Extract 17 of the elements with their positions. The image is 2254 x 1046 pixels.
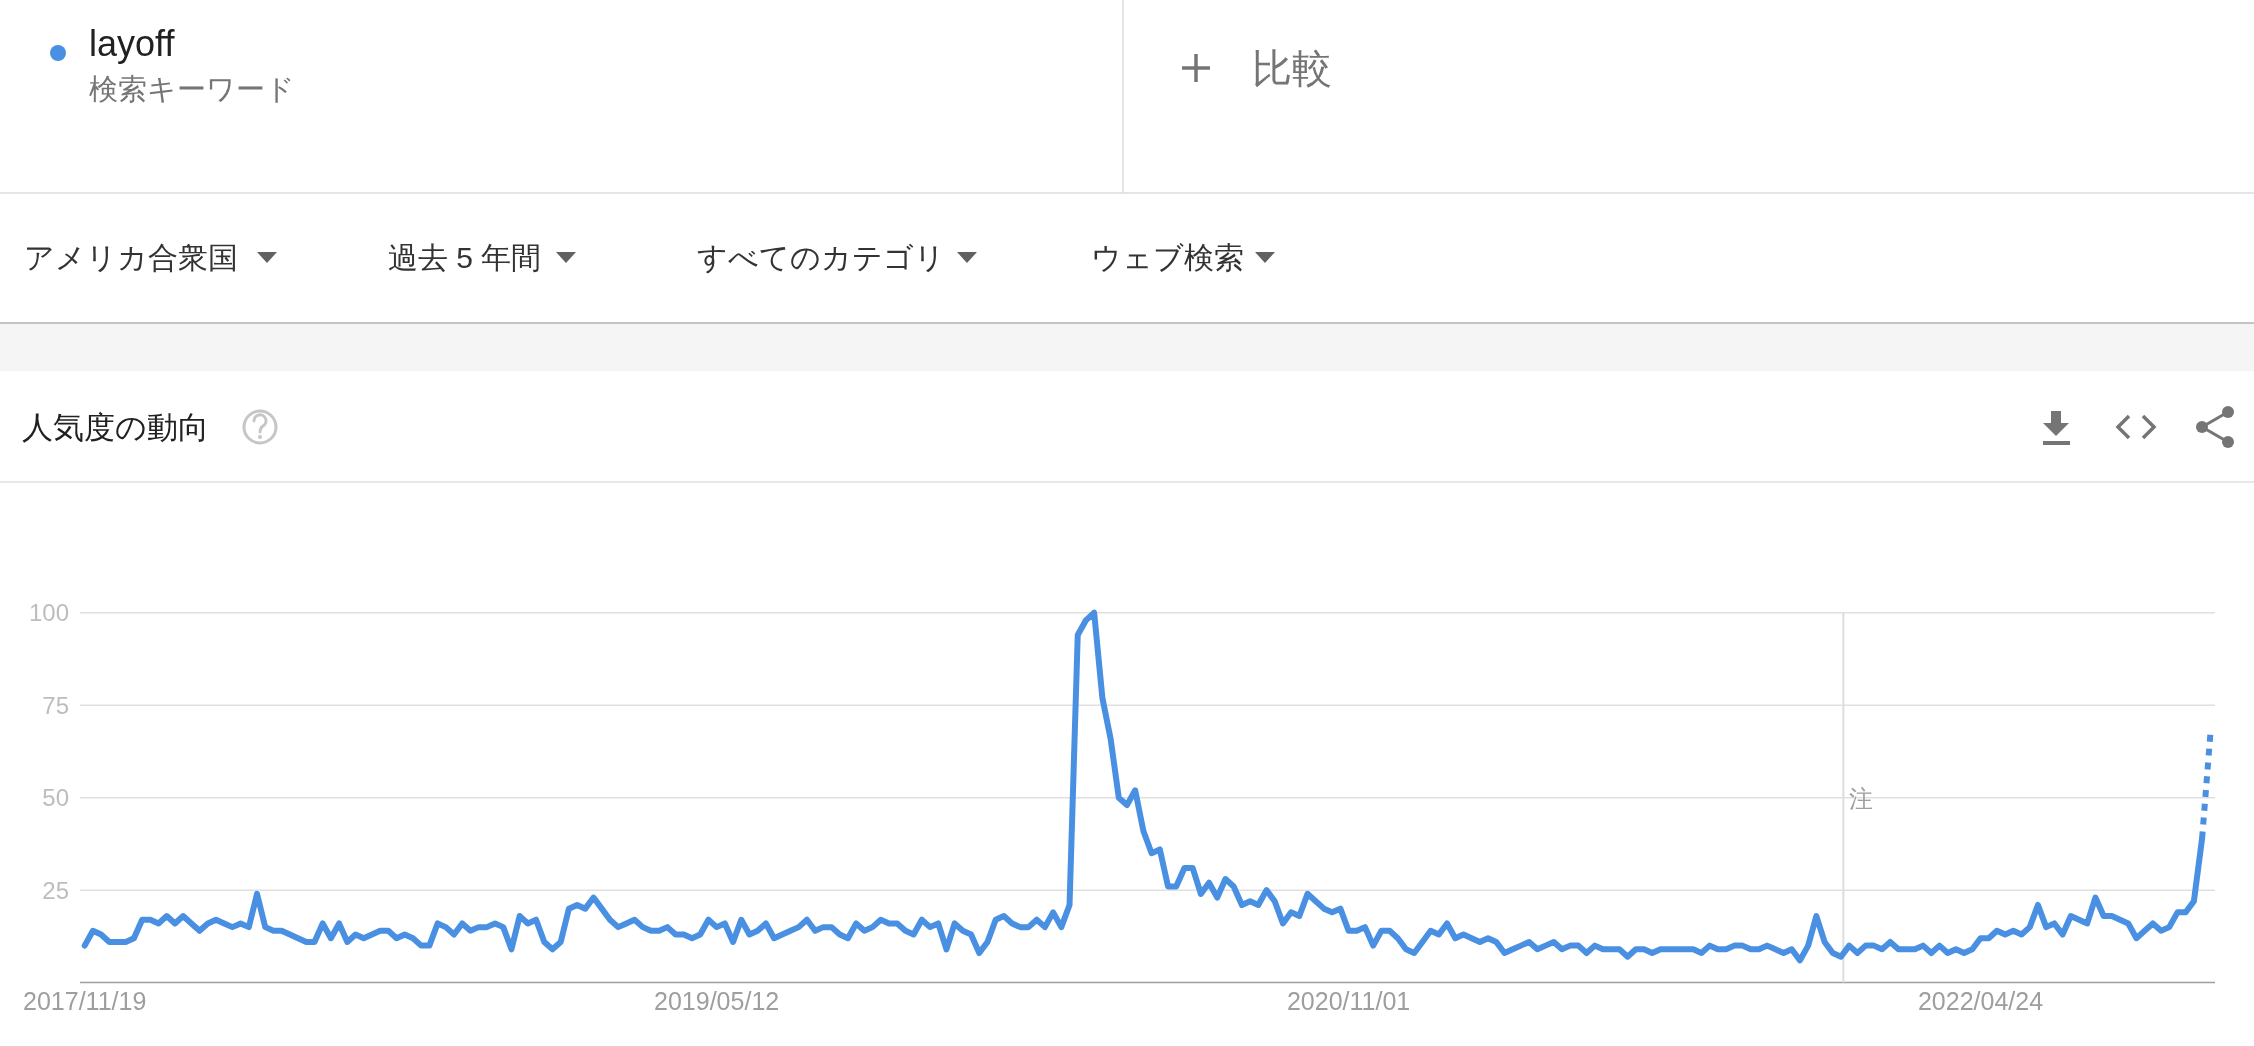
text: アメリカ合衆国 bbox=[24, 240, 238, 274]
text: ウェブ検索 bbox=[1091, 240, 1244, 274]
text: すべてのカテゴリ bbox=[697, 240, 945, 274]
x-tick-label: 2020/11/01 bbox=[1286, 986, 1411, 1015]
x-tick-label: 2017/11/19 bbox=[23, 986, 147, 1015]
x-tick-label: 2022/04/24 bbox=[1917, 986, 2044, 1015]
text: 検索キーワード bbox=[89, 73, 295, 105]
text: 過去 5 年間 bbox=[388, 240, 542, 274]
y-tick-label: 75 bbox=[42, 691, 69, 719]
x-tick-label: 2019/05/12 bbox=[654, 986, 780, 1015]
chart-title: 人気度の動向 bbox=[22, 409, 209, 445]
y-tick-label: 25 bbox=[42, 876, 69, 904]
text: 比較 bbox=[1252, 46, 1332, 90]
ref-line-label: 注 bbox=[1849, 784, 1874, 812]
legend-label: layoff bbox=[89, 22, 176, 64]
y-tick-label: 50 bbox=[42, 784, 69, 812]
y-tick-label: 100 bbox=[28, 599, 69, 627]
